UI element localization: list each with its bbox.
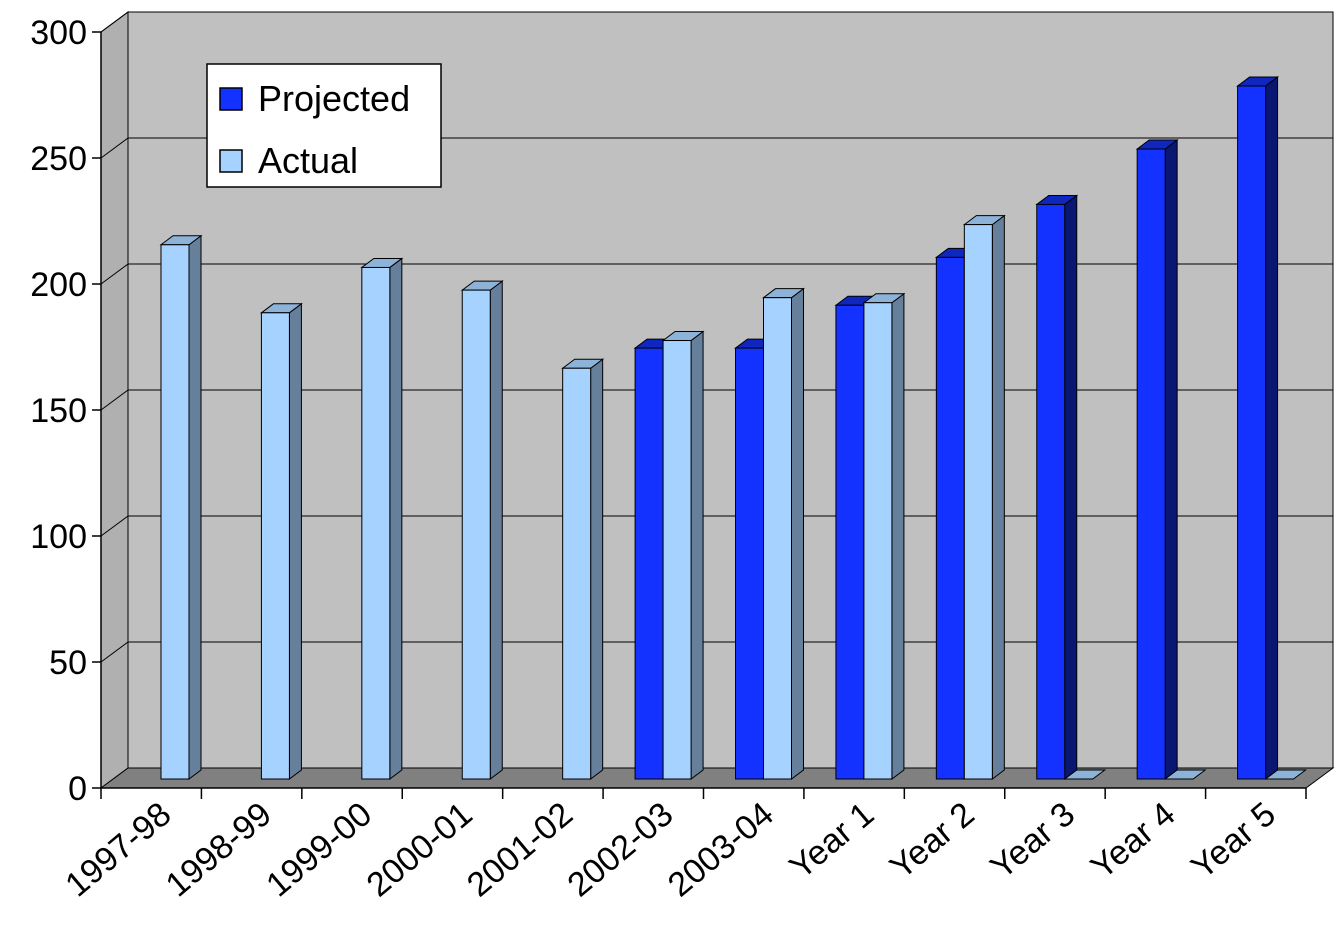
y-tick-label: 200 [30, 266, 87, 304]
bar-side [489, 280, 503, 780]
bar-side [1064, 194, 1078, 780]
y-tick-label: 0 [68, 770, 87, 808]
bar-front [160, 244, 190, 780]
bar-side [389, 257, 403, 780]
x-tick-label: Year 4 [1084, 795, 1183, 887]
bar-actual-1999-00 [360, 257, 404, 780]
bar-actual-year-2 [962, 214, 1006, 780]
bar-front [361, 266, 391, 780]
bar-projected-year-3 [1035, 194, 1079, 780]
bar-front [963, 224, 993, 780]
x-tick-label: 2001-02 [460, 795, 580, 904]
bar-actual-1998-99 [259, 302, 303, 780]
legend-swatch-projected [219, 87, 243, 111]
bar-front [1237, 85, 1267, 780]
bar-front [863, 302, 893, 780]
gridlines [100, 11, 1333, 663]
bar-front [735, 347, 764, 780]
bar-front [562, 367, 592, 780]
legend-label-projected: Projected [258, 78, 410, 119]
bar-actual-1997-98 [159, 234, 203, 780]
bars [159, 76, 1308, 780]
bar-projected-year-4 [1135, 139, 1179, 780]
bar-front [763, 297, 792, 780]
bar-actual-year-4 [1163, 769, 1207, 780]
bar-side [891, 292, 905, 780]
x-tick-label: 1997-98 [58, 795, 178, 904]
bar-front [260, 312, 290, 780]
bar-front [634, 347, 664, 780]
x-tick-label: 1998-99 [159, 795, 279, 904]
bar-front [662, 340, 692, 780]
bar-side [1265, 76, 1279, 780]
bar-front [935, 256, 965, 780]
bar-actual-2001-02 [561, 358, 605, 780]
bar-actual-2000-01 [460, 280, 504, 780]
bar-projected-year-5 [1236, 76, 1280, 780]
bar-actual-year-3 [1063, 769, 1107, 780]
bar-side [1164, 139, 1178, 780]
legend-box [206, 63, 442, 188]
gridline-side [100, 389, 129, 411]
gridline-side [100, 515, 129, 537]
y-tick-label: 250 [30, 140, 87, 178]
bar-actual-year-1 [862, 292, 906, 780]
bar-front [835, 304, 865, 780]
legend-swatch-actual [219, 149, 243, 173]
bar-side [690, 330, 704, 780]
bar-side [188, 234, 202, 780]
x-tick-label: 1999-00 [259, 795, 379, 904]
x-tick-label: Year 3 [983, 795, 1082, 887]
x-tick-label: Year 1 [782, 795, 881, 887]
bar-side [991, 214, 1005, 780]
y-tick-label: 150 [30, 392, 87, 430]
bar-front [461, 289, 491, 780]
x-tick-label: Year 5 [1184, 795, 1283, 887]
bar-side [791, 287, 804, 780]
x-tick-label: Year 2 [883, 795, 982, 887]
gridline-side [100, 263, 129, 285]
bar-side [288, 302, 302, 780]
y-tick-label: 300 [30, 14, 87, 52]
bar-side [590, 358, 604, 780]
bar-actual-year-5 [1264, 769, 1308, 780]
bar-top [1264, 769, 1308, 780]
bar-actual-2003-04 [762, 287, 805, 780]
y-tick-label: 100 [30, 518, 87, 556]
bar-actual-2002-03 [661, 330, 705, 780]
x-tick-label: 2000-01 [360, 795, 480, 904]
x-tick-label: 2003-04 [661, 795, 781, 904]
bar-top [1063, 769, 1107, 780]
gridline-side [100, 641, 129, 663]
bar-front [1036, 203, 1066, 780]
gridline-side [100, 137, 129, 159]
legend-label-actual: Actual [258, 140, 358, 181]
legend: Projected Actual [206, 63, 442, 188]
y-tick-label: 50 [49, 644, 87, 682]
x-axis-ticks: 1997-981998-991999-002000-012001-022002-… [58, 788, 1307, 904]
bar-front [1136, 148, 1166, 780]
y-axis-ticks: 0 50 100 150 200 250 300 [30, 14, 101, 808]
x-tick-label: 2002-03 [560, 795, 680, 904]
bar-top [1163, 769, 1207, 780]
gridline-side [100, 11, 129, 33]
